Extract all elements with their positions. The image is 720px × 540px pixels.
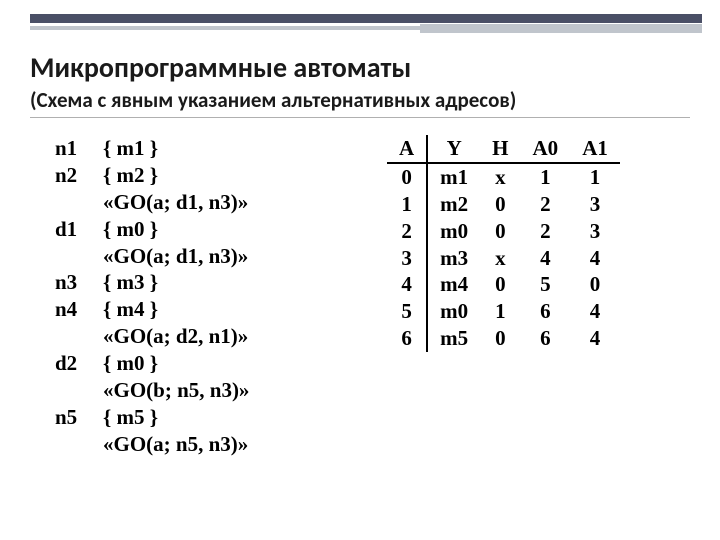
listing-label: n2 [55,162,103,189]
table-cell: 1 [521,163,571,191]
table-cell: 4 [570,298,620,325]
listing-label: n5 [55,404,103,431]
listing-label [55,189,103,216]
listing-label: d1 [55,216,103,243]
listing-label: d2 [55,350,103,377]
table-cell: 3 [387,245,427,272]
page-subtitle: (Схема с явным указанием альтернативных … [30,87,690,113]
table-cell: 5 [387,298,427,325]
table-cell: 3 [570,218,620,245]
listing-row: «GO(a; n5, n3)» [55,431,365,458]
table-cell: 6 [521,298,571,325]
table-cell: 2 [521,191,571,218]
table-row: 5m0164 [387,298,620,325]
table-cell: m5 [427,325,480,352]
table-cell: m0 [427,298,480,325]
transition-table: A Y H A0 A1 0m1x11 1m2023 2m0023 3m3x44 … [387,135,620,458]
header-decorative-bars [30,14,702,38]
table-header: A1 [570,135,620,163]
code-listing: n1{ m1 } n2{ m2 } «GO(a; d1, n3)» d1{ m0… [55,135,365,458]
listing-expr: «GO(a; d1, n3)» [103,243,248,270]
listing-label: n4 [55,296,103,323]
listing-row: «GO(a; d1, n3)» [55,243,365,270]
table-header: Y [427,135,480,163]
table-header-row: A Y H A0 A1 [387,135,620,163]
table-cell: 5 [521,271,571,298]
table-cell: m2 [427,191,480,218]
table-cell: x [480,163,520,191]
table-cell: 0 [387,163,427,191]
listing-label [55,377,103,404]
listing-row: «GO(a; d1, n3)» [55,189,365,216]
listing-label: n3 [55,269,103,296]
listing-expr: { m2 } [103,162,158,189]
table-cell: m0 [427,218,480,245]
listing-row: n1{ m1 } [55,135,365,162]
listing-label [55,243,103,270]
listing-row: «GO(b; n5, n3)» [55,377,365,404]
table-row: 0m1x11 [387,163,620,191]
table-row: 3m3x44 [387,245,620,272]
page-title: Микропрограммные автоматы [30,50,690,85]
table-cell: 0 [480,191,520,218]
listing-expr: «GO(a; d1, n3)» [103,189,248,216]
listing-expr: «GO(a; n5, n3)» [103,431,248,458]
listing-row: n3{ m3 } [55,269,365,296]
table-cell: m4 [427,271,480,298]
table-row: 4m4050 [387,271,620,298]
table-cell: 1 [480,298,520,325]
table-row: 2m0023 [387,218,620,245]
table-cell: 3 [570,191,620,218]
table-cell: 6 [521,325,571,352]
table-cell: 6 [387,325,427,352]
table-header: H [480,135,520,163]
listing-row: «GO(a; d2, n1)» [55,323,365,350]
table-cell: x [480,245,520,272]
listing-row: n5{ m5 } [55,404,365,431]
listing-expr: { m4 } [103,296,158,323]
table-cell: 0 [570,271,620,298]
listing-expr: { m1 } [103,135,158,162]
listing-expr: { m0 } [103,350,158,377]
table-row: 1m2023 [387,191,620,218]
table-cell: 0 [480,218,520,245]
table-header: A0 [521,135,571,163]
listing-row: n2{ m2 } [55,162,365,189]
listing-label [55,323,103,350]
table-cell: m3 [427,245,480,272]
listing-expr: { m5 } [103,404,158,431]
table-cell: 1 [387,191,427,218]
table-cell: 2 [521,218,571,245]
listing-expr: «GO(a; d2, n1)» [103,323,248,350]
table-cell: 4 [521,245,571,272]
listing-row: n4{ m4 } [55,296,365,323]
listing-row: d1{ m0 } [55,216,365,243]
listing-expr: { m0 } [103,216,158,243]
table-cell: 4 [570,325,620,352]
listing-label [55,431,103,458]
table-cell: 0 [480,271,520,298]
table-cell: 0 [480,325,520,352]
listing-expr: { m3 } [103,269,158,296]
table-cell: m1 [427,163,480,191]
table-cell: 4 [387,271,427,298]
table-header: A [387,135,427,163]
table-row: 6m5064 [387,325,620,352]
listing-row: d2{ m0 } [55,350,365,377]
table-cell: 4 [570,245,620,272]
listing-label: n1 [55,135,103,162]
table-cell: 2 [387,218,427,245]
table-cell: 1 [570,163,620,191]
title-underline [30,117,690,118]
listing-expr: «GO(b; n5, n3)» [103,377,249,404]
